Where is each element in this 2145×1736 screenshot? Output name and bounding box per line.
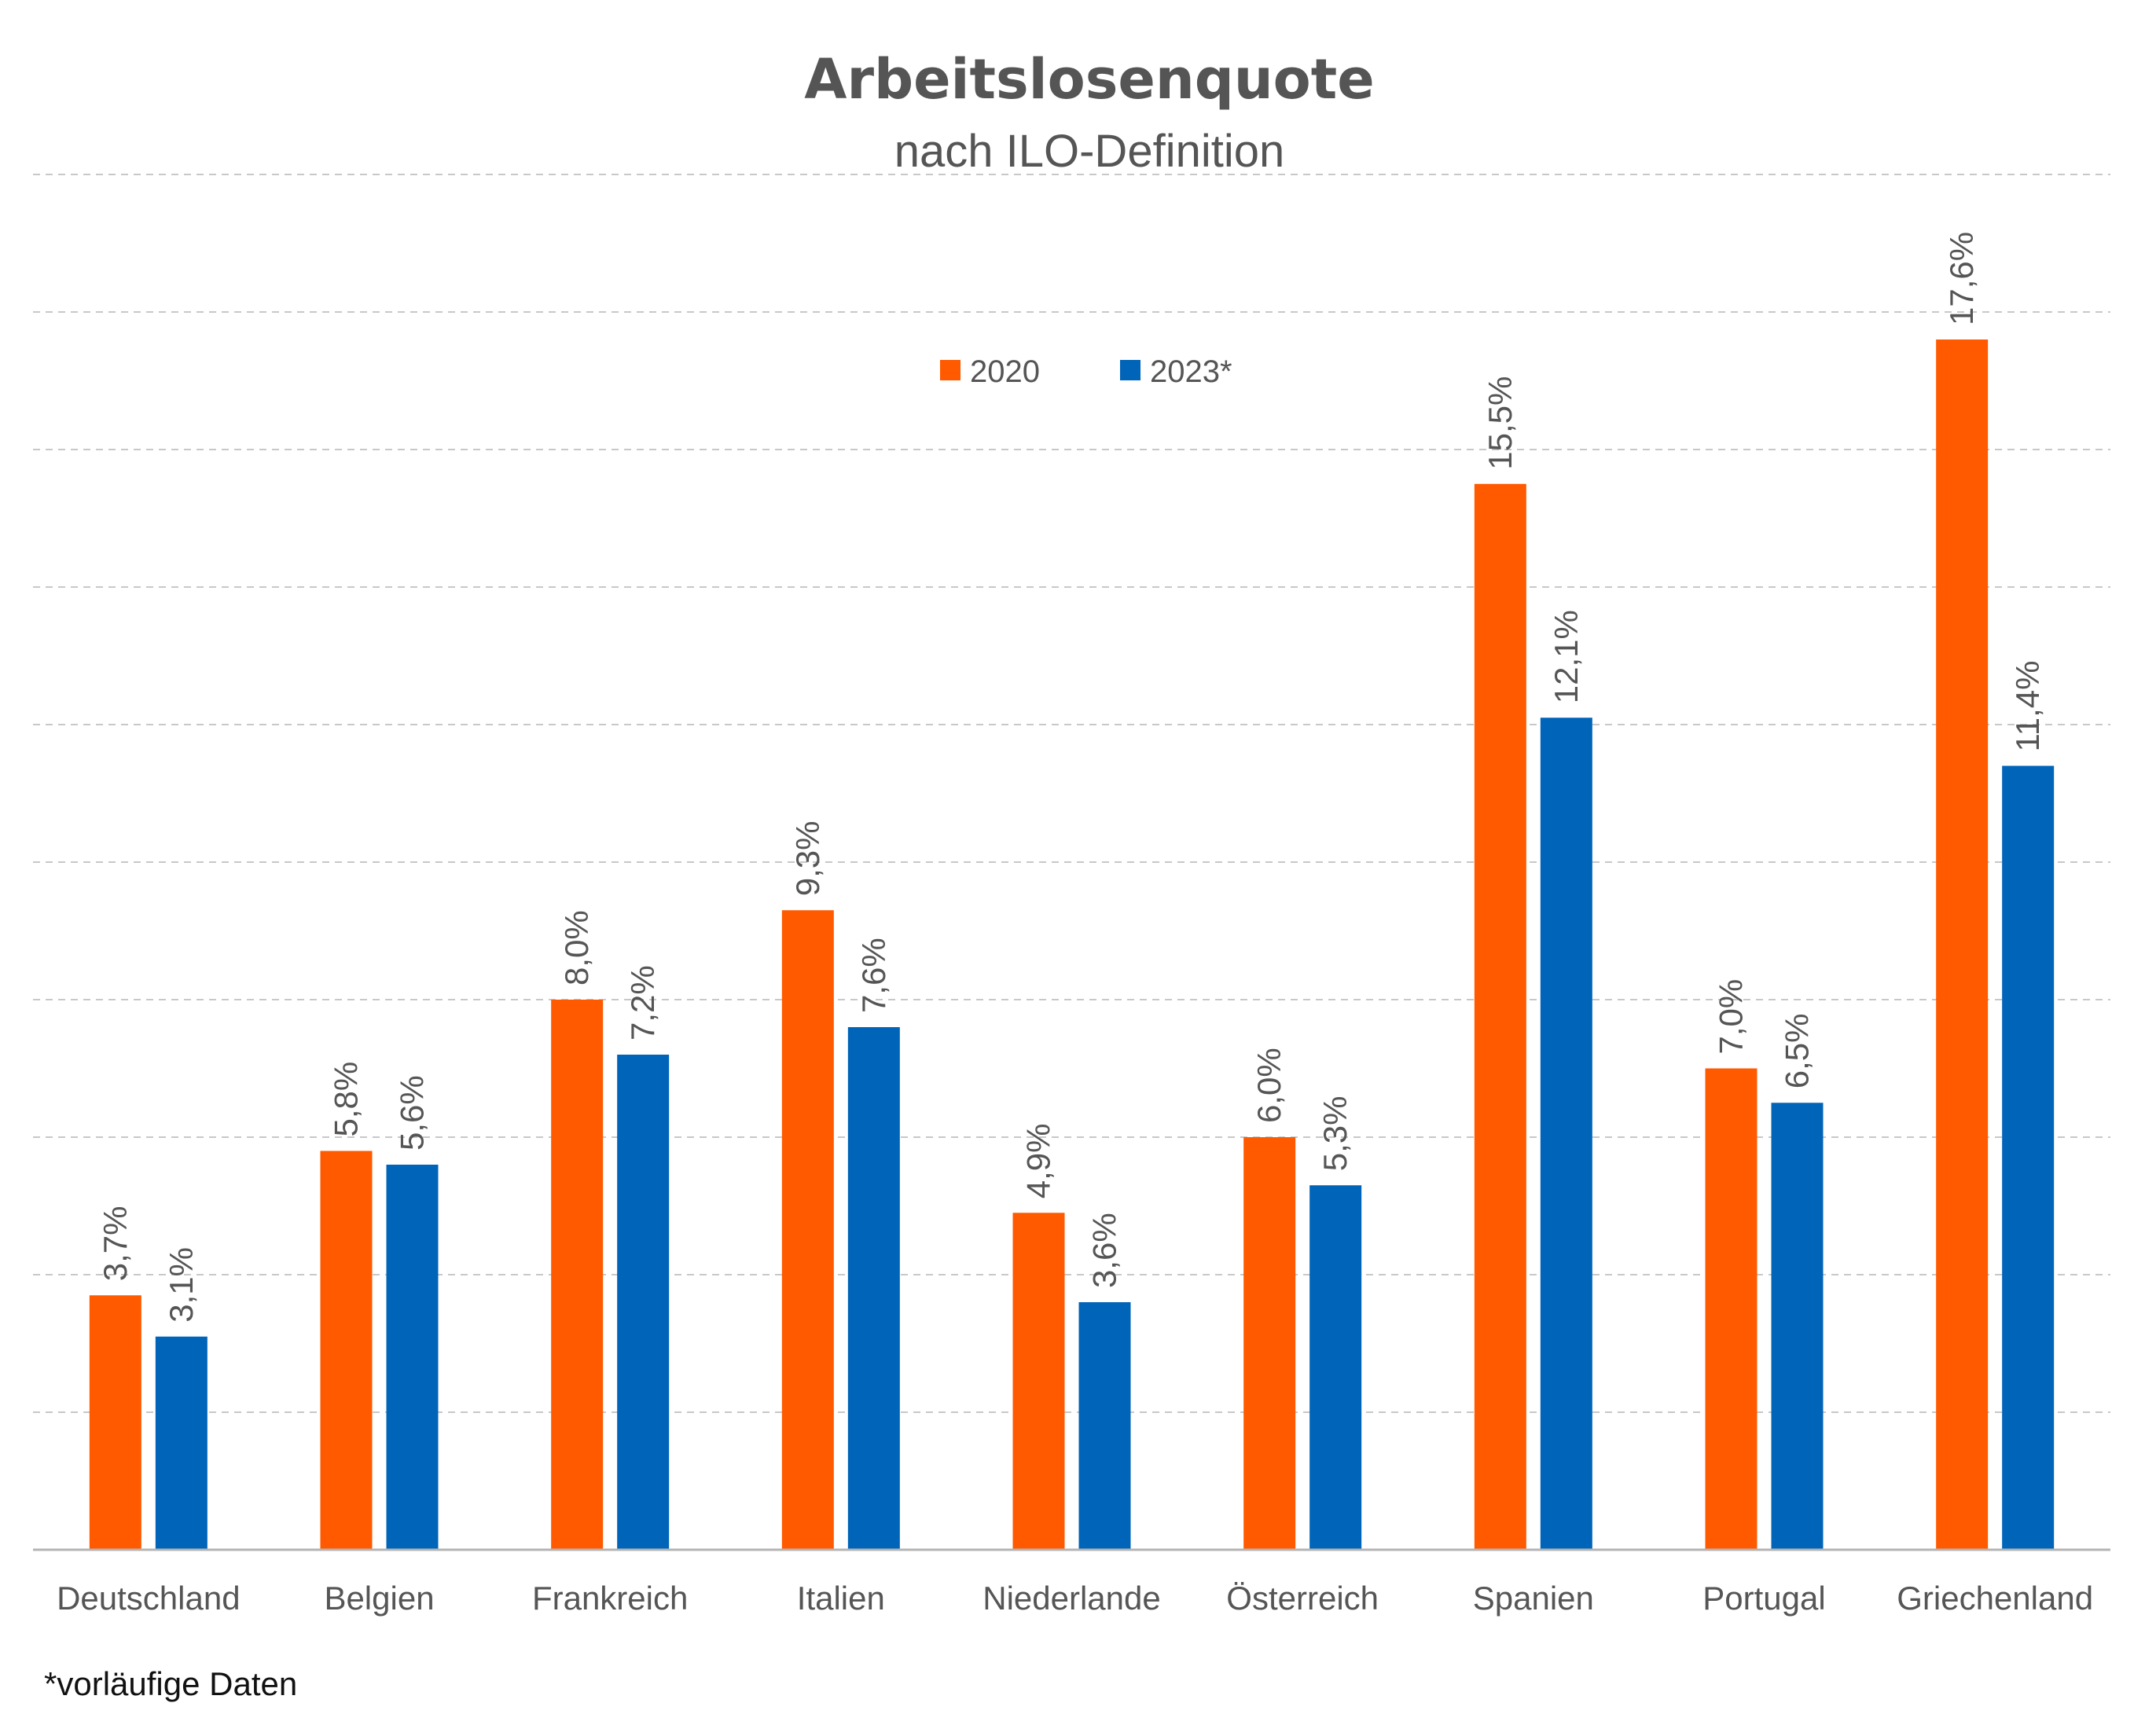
category-label: Belgien [324,1580,434,1617]
bar-2023-deutschland [155,1336,208,1550]
bar-2020-portugal [1705,1068,1758,1550]
gridlines [33,174,2110,1413]
legend-swatch-2020 [940,360,960,380]
bar-2020-frankreich [551,1000,604,1550]
bar-2020-spanien [1474,483,1526,1550]
chart-title: Arbeitslosenquote [804,47,1374,112]
legend: 2020 2023* [940,354,1232,389]
bar-2020-deutschland [89,1295,141,1550]
bar-2023-italien [847,1027,900,1550]
bar-2020-österreich [1243,1137,1296,1550]
bar-2020-italien [781,910,834,1550]
bar-2023-österreich [1309,1185,1362,1550]
value-label: 3,6% [1086,1213,1123,1288]
category-label: Italien [797,1580,885,1617]
category-label: Griechenland [1897,1580,2093,1617]
bar-2023-portugal [1771,1103,1824,1550]
category-label: Frankreich [532,1580,688,1617]
value-label: 6,0% [1251,1048,1287,1123]
value-label: 3,7% [97,1206,134,1282]
bars [89,339,2055,1550]
bar-2020-belgien [320,1151,373,1550]
legend-swatch-2023 [1120,360,1140,380]
value-label: 12,1% [1548,610,1585,703]
bar-2023-belgien [386,1165,439,1550]
value-label: 7,6% [855,938,892,1013]
footnote: *vorläufige Daten [44,1665,297,1702]
value-label: 3,1% [163,1247,200,1323]
value-label: 8,0% [558,910,595,985]
bar-2023-frankreich [617,1055,670,1550]
legend-label-2023: 2023* [1150,354,1232,389]
value-label: 7,0% [1713,979,1750,1055]
value-label: 7,2% [624,965,661,1040]
bar-2023-spanien [1540,718,1592,1550]
category-label: Niederlande [983,1580,1161,1617]
value-label: 4,9% [1020,1124,1057,1199]
value-label: 5,3% [1317,1096,1353,1172]
value-labels: 3,7% 3,1% 5,8% 5,6% 8,0% 7,2% 9,3% 7,6% 4,9% 3,6%… [97,232,2046,1323]
bar-2023-niederlande [1078,1302,1131,1550]
bar-2020-griechenland [1936,339,1989,1550]
category-label: Portugal [1702,1580,1825,1617]
value-label: 15,5% [1482,376,1519,470]
bar-2020-niederlande [1012,1213,1065,1550]
value-label: 6,5% [1779,1014,1816,1089]
category-label: Deutschland [57,1580,240,1617]
chart-subtitle: nach ILO-Definition [894,126,1284,177]
value-label: 17,6% [1943,232,1980,325]
value-label: 11,4% [2009,661,2046,752]
value-label: 9,3% [789,821,826,897]
legend-label-2020: 2020 [970,354,1040,389]
bar-2023-griechenland [2002,765,2055,1550]
category-label: Österreich [1226,1580,1379,1617]
category-labels: Deutschland Belgien Frankreich Italien Niede… [57,1580,2093,1617]
value-label: 5,6% [394,1075,431,1151]
category-label: Spanien [1473,1580,1594,1617]
value-label: 5,8% [328,1062,365,1137]
